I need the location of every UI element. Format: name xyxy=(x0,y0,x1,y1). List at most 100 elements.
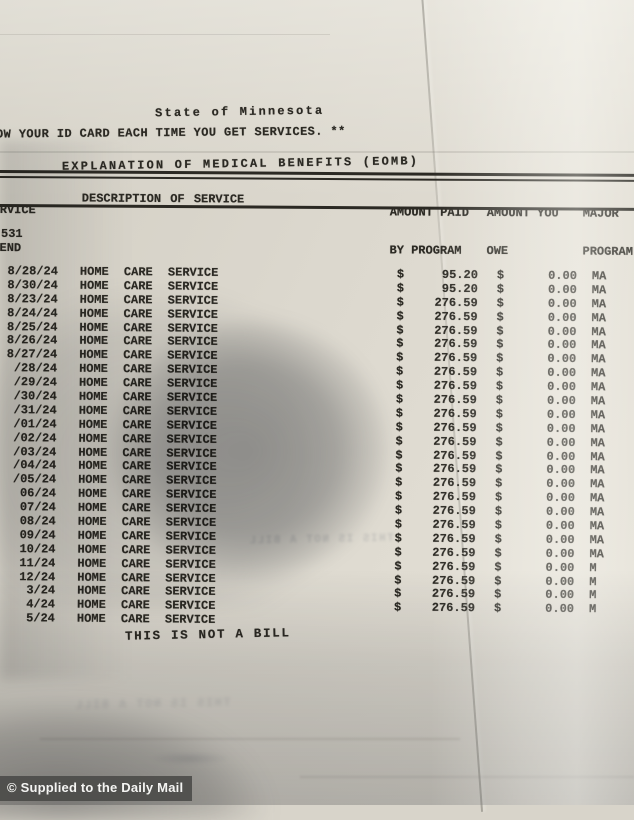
service-date: /28/24 xyxy=(13,360,58,376)
service-date: /05/24 xyxy=(12,471,57,487)
amount-owe-value: 0.00 xyxy=(546,462,576,477)
dollar-sign: $ xyxy=(394,489,403,504)
major-program-code: MA xyxy=(590,449,605,464)
dollar-sign: $ xyxy=(395,419,403,434)
amount-owe-value: 0.00 xyxy=(547,282,577,297)
service-date: 8/30/24 xyxy=(7,277,58,292)
dollar-sign: $ xyxy=(394,572,402,587)
paper-crease-horizontal xyxy=(40,738,460,740)
dollar-sign: $ xyxy=(496,351,504,366)
major-program-code: M xyxy=(588,602,597,617)
dollar-sign: $ xyxy=(394,516,403,532)
column-header-owe-line2: OWE xyxy=(486,243,509,258)
amount-paid-value: 276.59 xyxy=(433,420,477,435)
dollar-sign: $ xyxy=(495,378,504,394)
service-description: HOME CARE SERVICE xyxy=(77,542,216,558)
amount-owe-value: 0.00 xyxy=(545,587,575,603)
service-date: /31/24 xyxy=(13,402,57,417)
service-date: /29/24 xyxy=(13,374,58,390)
dollar-sign: $ xyxy=(396,294,404,309)
dollar-sign: $ xyxy=(396,364,404,379)
major-program-code: MA xyxy=(591,310,607,325)
service-date: 07/24 xyxy=(19,499,56,515)
major-program-code: MA xyxy=(590,393,606,408)
dollar-sign: $ xyxy=(395,461,403,476)
dollar-sign: $ xyxy=(494,503,503,519)
amount-owe-value: 0.00 xyxy=(545,504,575,519)
amount-paid-value: 276.59 xyxy=(434,308,478,324)
major-program-code: MA xyxy=(589,504,605,519)
amount-paid-value: 276.59 xyxy=(432,558,476,574)
dollar-sign: $ xyxy=(494,517,503,532)
dollar-sign: $ xyxy=(496,323,504,338)
amount-owe-value: 0.00 xyxy=(546,393,576,408)
service-date: 8/26/24 xyxy=(6,333,58,348)
amount-owe-value xyxy=(515,616,574,617)
amount-paid-value: 276.59 xyxy=(432,489,477,504)
dollar-sign: $ xyxy=(494,573,502,588)
dollar-sign: $ xyxy=(494,531,502,546)
amount-paid-value: 276.59 xyxy=(432,531,476,546)
major-program-code: MA xyxy=(590,407,606,422)
amount-paid-value: 276.59 xyxy=(434,295,478,310)
service-date: 5/24 xyxy=(26,611,55,626)
paper-crease-horizontal xyxy=(0,34,330,35)
amount-paid-value: 276.59 xyxy=(433,433,477,449)
dollar-sign: $ xyxy=(396,336,404,351)
dollar-sign: $ xyxy=(394,544,402,559)
service-description: HOME CARE SERVICE xyxy=(79,305,219,322)
amount-owe-value: 0.00 xyxy=(545,559,575,575)
major-program-code: MA xyxy=(589,546,604,561)
dollar-sign: $ xyxy=(393,600,402,615)
major-program-code: MA xyxy=(590,435,605,450)
amount-paid-value: 276.59 xyxy=(431,600,476,616)
dollar-sign: $ xyxy=(496,267,505,282)
dollar-sign: $ xyxy=(494,490,503,505)
amount-paid-value: 276.59 xyxy=(433,447,477,463)
dollar-sign: $ xyxy=(395,405,403,420)
amount-owe-value: 0.00 xyxy=(545,573,575,589)
service-date: 8/25/24 xyxy=(6,319,58,334)
amount-paid-value: 276.59 xyxy=(432,461,477,477)
photo-credit-watermark: © Supplied to the Daily Mail xyxy=(0,776,193,801)
dollar-sign: $ xyxy=(493,601,502,616)
service-date: /01/24 xyxy=(13,416,57,431)
header-rule-top-inner xyxy=(0,175,634,182)
service-date: 10/24 xyxy=(19,541,56,556)
major-program-code: MA xyxy=(591,324,606,339)
column-header-service-line2: END xyxy=(0,240,22,255)
dollar-sign: $ xyxy=(395,447,403,462)
photo-credit-text: © Supplied to the Daily Mail xyxy=(7,780,184,795)
service-date: /03/24 xyxy=(13,444,57,459)
amount-owe-value: 0.00 xyxy=(547,337,577,352)
not-a-bill-notice: THIS IS NOT A BILL xyxy=(124,626,291,644)
table-rows: 8/28/24 HOME CARE SERVICE $ 95.20 $ 0.00… xyxy=(0,263,634,632)
ghost-print-through-text: THIS IS NOT A BILL xyxy=(73,695,231,713)
amount-paid-value: 276.59 xyxy=(431,572,476,588)
amount-paid-value: 276.59 xyxy=(433,378,478,393)
amount-owe-value: 0.00 xyxy=(547,323,577,339)
dollar-sign: $ xyxy=(395,391,404,407)
amount-paid-value: 276.59 xyxy=(432,475,477,491)
amount-paid-value: 276.59 xyxy=(431,586,476,602)
dollar-sign: $ xyxy=(495,434,503,449)
amount-owe-value: 0.00 xyxy=(547,365,577,380)
dollar-sign: $ xyxy=(496,309,504,324)
service-description: HOME CARE SERVICE xyxy=(78,430,217,447)
dollar-sign: $ xyxy=(394,530,402,545)
amount-owe-value: 0.00 xyxy=(546,434,576,450)
amount-owe-value: 0.00 xyxy=(546,476,576,491)
amount-paid-value: 276.59 xyxy=(432,503,476,518)
amount-owe-value: 0.00 xyxy=(545,601,575,616)
service-description: HOME CARE SERVICE xyxy=(78,416,218,433)
amount-owe-value: 0.00 xyxy=(547,379,577,394)
major-program-code: M xyxy=(589,574,597,589)
document-title-state: State of Minnesota xyxy=(155,103,325,121)
service-date: 08/24 xyxy=(19,513,56,529)
amount-owe-value: 0.00 xyxy=(545,532,575,547)
service-date: 11/24 xyxy=(19,555,56,570)
service-date: 8/28/24 xyxy=(7,263,59,279)
dollar-sign: $ xyxy=(395,433,403,448)
service-description: HOME CARE SERVICE xyxy=(77,555,216,572)
dollar-sign: $ xyxy=(495,448,503,463)
